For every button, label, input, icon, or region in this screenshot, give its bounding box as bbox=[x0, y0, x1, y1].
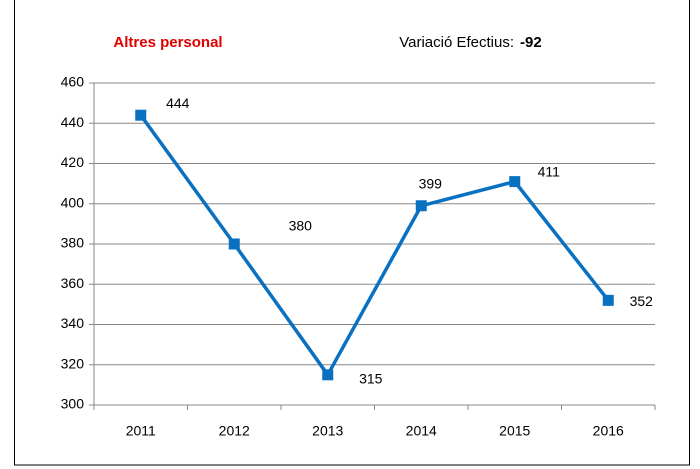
marker bbox=[135, 109, 147, 121]
x-tick-label: 2013 bbox=[312, 423, 343, 439]
data-label: 315 bbox=[359, 371, 383, 387]
y-tick-label: 300 bbox=[61, 396, 85, 412]
data-label: 399 bbox=[419, 175, 443, 191]
y-tick-label: 320 bbox=[61, 355, 85, 371]
y-tick-label: 460 bbox=[61, 74, 85, 90]
y-tick-label: 400 bbox=[61, 194, 85, 210]
y-tick-label: 440 bbox=[61, 114, 85, 130]
line bbox=[139, 114, 610, 377]
data-label: 411 bbox=[538, 163, 561, 179]
marker bbox=[415, 200, 427, 212]
chart-title: Altres personal bbox=[113, 34, 222, 51]
marker bbox=[228, 238, 240, 250]
chart-frame bbox=[14, 0, 690, 466]
x-tick-label: 2016 bbox=[593, 423, 624, 439]
y-tick-label: 340 bbox=[61, 315, 85, 331]
x-tick-label: 2015 bbox=[499, 423, 530, 439]
y-tick-label: 380 bbox=[61, 235, 85, 251]
marker bbox=[602, 294, 614, 306]
x-tick-label: 2012 bbox=[219, 423, 250, 439]
x-tick-label: 2014 bbox=[406, 423, 437, 439]
annotation-value: -92 bbox=[520, 34, 542, 51]
data-label: 380 bbox=[289, 218, 313, 234]
y-tick-label: 420 bbox=[61, 154, 85, 170]
annotation-label: Variació Efectius: bbox=[399, 34, 514, 51]
y-tick-label: 360 bbox=[61, 275, 85, 291]
data-label: 352 bbox=[630, 293, 654, 309]
marker bbox=[322, 369, 334, 381]
data-label: 444 bbox=[166, 95, 190, 111]
marker bbox=[509, 176, 521, 188]
x-tick-label: 2011 bbox=[126, 423, 156, 439]
